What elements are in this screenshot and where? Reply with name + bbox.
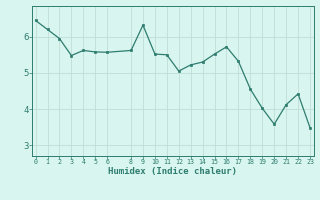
X-axis label: Humidex (Indice chaleur): Humidex (Indice chaleur) xyxy=(108,167,237,176)
